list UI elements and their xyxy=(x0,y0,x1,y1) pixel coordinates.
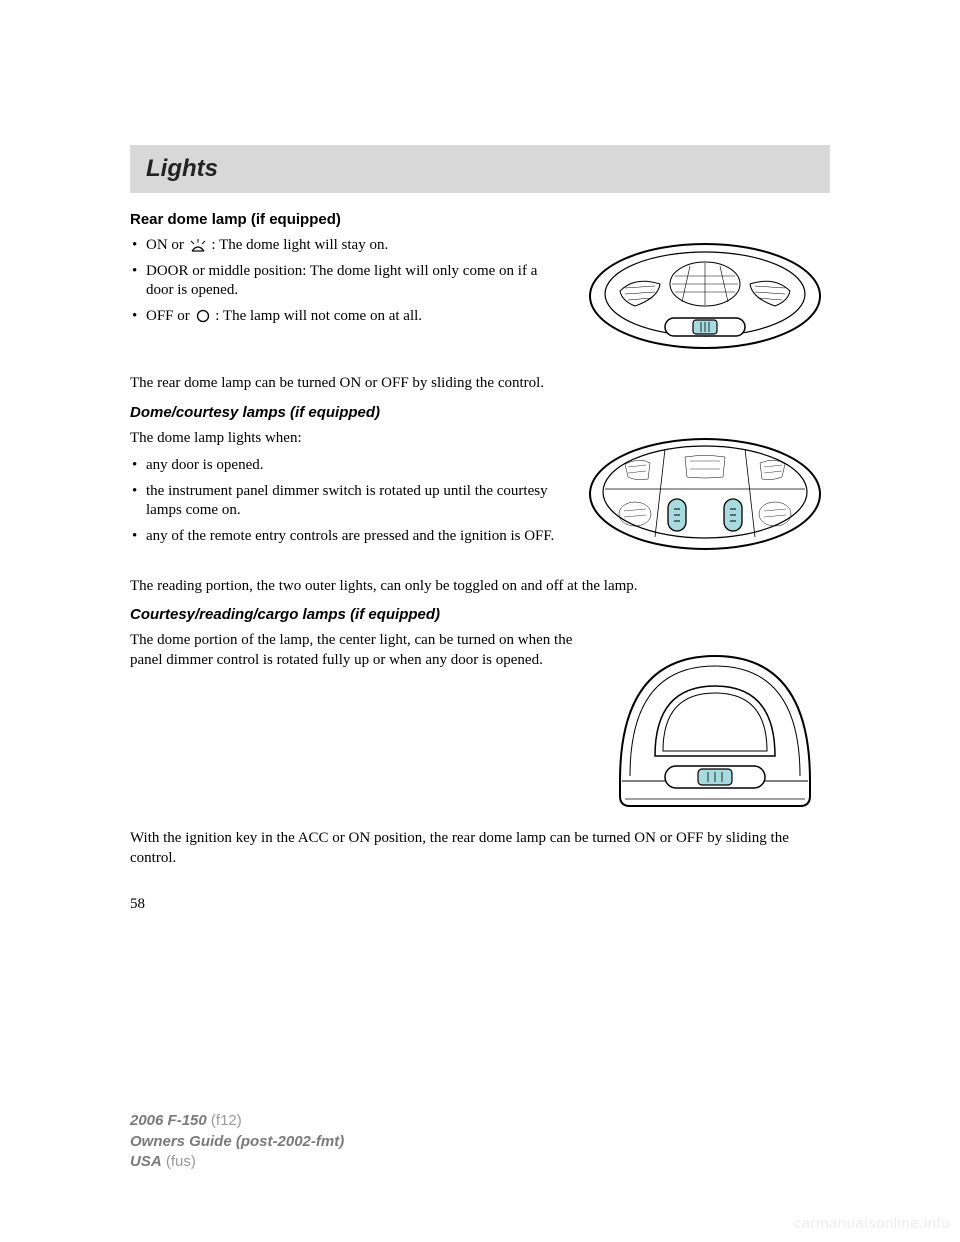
section1-bullets: ON or : The dome light will stay on. DOO… xyxy=(130,236,560,326)
bullet-off-post: : The lamp will not come on at all. xyxy=(215,308,422,324)
bullet-off: OFF or : The lamp will not come on at al… xyxy=(130,307,560,327)
section2-intro: The dome lamp lights when: xyxy=(130,429,560,449)
bullet2-1: any door is opened. xyxy=(130,456,560,476)
footer-usa: USA xyxy=(130,1153,162,1170)
bullet-on-pre: ON or xyxy=(146,237,188,253)
figure-rear-dome-lamp xyxy=(580,236,830,366)
footer-guide: Owners Guide (post-2002-fmt) xyxy=(130,1132,344,1152)
bullet-on: ON or : The dome light will stay on. xyxy=(130,236,560,256)
watermark: carmanualsonline.info xyxy=(794,1215,950,1232)
bullet-door: DOOR or middle position: The dome light … xyxy=(130,262,560,301)
section2-bullets: any door is opened. the instrument panel… xyxy=(130,456,560,546)
dome-on-icon xyxy=(190,239,206,253)
bullet2-2: the instrument panel dimmer switch is ro… xyxy=(130,482,560,521)
section3-para: The dome portion of the lamp, the center… xyxy=(130,631,580,670)
footer-model-code: (f12) xyxy=(211,1112,242,1129)
section1-after: The rear dome lamp can be turned ON or O… xyxy=(130,374,830,394)
bullet2-3: any of the remote entry controls are pre… xyxy=(130,527,560,547)
header-title: Lights xyxy=(146,155,814,183)
page-number: 58 xyxy=(130,896,830,913)
footer: 2006 F-150 (f12) Owners Guide (post-2002… xyxy=(130,1111,344,1172)
section1-title: Rear dome lamp (if equipped) xyxy=(130,211,830,228)
figure-courtesy-cargo-lamp xyxy=(600,631,830,821)
section3-title: Courtesy/reading/cargo lamps (if equippe… xyxy=(130,606,830,623)
bullet-on-post: : The dome light will stay on. xyxy=(211,237,388,253)
footer-model: 2006 F-150 xyxy=(130,1112,207,1129)
section2-title: Dome/courtesy lamps (if equipped) xyxy=(130,404,830,421)
bullet-off-pre: OFF or xyxy=(146,308,194,324)
section3-after: With the ignition key in the ACC or ON p… xyxy=(130,829,830,868)
dome-off-icon xyxy=(196,309,210,323)
header-band: Lights xyxy=(130,145,830,193)
section2-after: The reading portion, the two outer light… xyxy=(130,577,830,597)
footer-usa-code: (fus) xyxy=(166,1153,196,1170)
figure-dome-courtesy-lamp xyxy=(580,429,830,569)
